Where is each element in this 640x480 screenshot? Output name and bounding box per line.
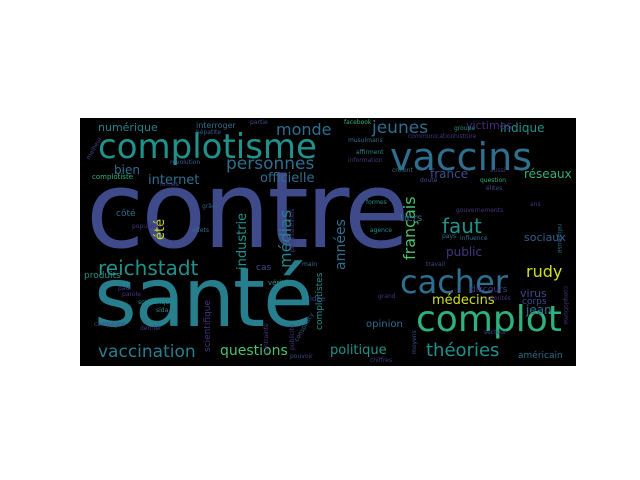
word-communication: communication [408, 133, 455, 140]
word-public: public [446, 245, 483, 259]
word-main: main [302, 261, 317, 268]
word-campagne: campagne [94, 321, 126, 328]
word-cacher: cacher [400, 263, 508, 301]
word-cas: cas [256, 263, 272, 273]
word-theories: théories [426, 340, 500, 361]
word-virus: virus [520, 287, 547, 300]
word-vaccination: vaccination [98, 342, 196, 362]
word-population: population [132, 223, 164, 230]
word-groupe: groupe [454, 125, 476, 132]
word-contre: contre [86, 149, 409, 272]
word-revolution: révolution [170, 159, 201, 166]
word-religieuse: religieuse [556, 224, 563, 254]
word-gouvernements: gouvernements [456, 207, 504, 214]
word-jean: jean [526, 303, 552, 317]
word-discours: discours [470, 285, 508, 295]
word-effets: effets [192, 227, 209, 234]
word-sociaux: sociaux [524, 231, 566, 244]
word-moyens: moyens [411, 330, 418, 354]
word-officielle: officielle [260, 171, 315, 186]
word-hepatite: hépatite [196, 129, 222, 136]
word-reseaux: réseaux [524, 167, 572, 181]
word-idee: idée [310, 295, 326, 303]
word-ans: ans [530, 201, 541, 208]
word-firmes: firmes [160, 181, 179, 188]
word-facebook: facebook [344, 119, 372, 126]
word-aussi: aussi [490, 167, 506, 174]
word-travail: travail [426, 261, 446, 268]
word-influence: influence [460, 235, 488, 242]
word-interroger: interroger [196, 121, 236, 130]
word-contrainte: contrainte [263, 323, 270, 354]
word-reichstadt: reichstadt [98, 256, 199, 280]
word-cloud: contre santé complotisme vaccins complot… [80, 118, 576, 366]
word-personnes: personnes [226, 154, 315, 174]
word-rudy: rudy [526, 262, 563, 281]
word-corps: corps [522, 297, 547, 307]
word-autorites: autorités [484, 295, 511, 302]
word-musulmans: musulmans [348, 137, 383, 144]
word-politique: politique [330, 343, 387, 358]
word-industrie: industrie [235, 212, 250, 270]
word-indique: indique [500, 121, 545, 135]
word-verite: vérité [268, 279, 289, 287]
word-grace: grâce [202, 203, 219, 210]
word-francais: français [400, 196, 419, 260]
word-elites: élites [486, 185, 503, 192]
word-pouvoir: pouvoir [290, 353, 313, 360]
word-complotisme: complotisme [98, 127, 317, 167]
word-jeunes: jeunes [372, 118, 429, 138]
word-victimes: victimes [466, 119, 513, 132]
word-questions: questions [220, 343, 288, 359]
word-publicite: publicité [289, 324, 296, 350]
word-dernier: dernier [140, 325, 162, 332]
word-scientifique: scientifique [203, 299, 213, 352]
word-opinion: opinion [366, 319, 403, 330]
word-partie: partie [250, 119, 268, 126]
word-sante: santé [94, 251, 314, 346]
word-parole: parole [122, 291, 141, 298]
word-complotiste: complotiste [92, 173, 134, 181]
word-information: information [348, 157, 383, 164]
word-france: france [430, 167, 469, 181]
word-professionnels: professionnels [289, 208, 296, 252]
word-chiffres: chiffres [370, 357, 393, 364]
word-faut: faut [442, 214, 482, 238]
word-affirment: affirment [356, 149, 384, 156]
word-monde: monde [276, 120, 332, 139]
word-scientifiques: scientifiques [138, 299, 176, 306]
word-americain: américain [518, 351, 563, 361]
word-medecins: médecins [432, 293, 495, 308]
word-croient: croient [392, 167, 413, 174]
word-complotisme-small: complotisme [562, 286, 569, 325]
word-vaccins: vaccins [390, 135, 532, 179]
word-bien: bien [114, 163, 140, 177]
word-sida: sida [156, 307, 169, 314]
word-paul: paul [118, 285, 131, 292]
word-cote: côté [116, 209, 136, 219]
word-tiers: tiers [400, 213, 423, 224]
word-internet: internet [148, 173, 200, 188]
word-histoire: histoire [454, 133, 477, 140]
word-agence: agence [370, 227, 392, 234]
word-grand: grand [378, 293, 396, 300]
word-pays: pays [442, 233, 457, 240]
word-numerique: numérique [98, 121, 158, 134]
word-secteur: secteur [484, 329, 507, 336]
word-produits: produits [84, 271, 121, 281]
word-annees: années [333, 219, 349, 270]
word-doute: doute [420, 177, 438, 184]
word-question: question [480, 177, 506, 184]
word-complot: complot [416, 299, 562, 340]
word-formes: formes [366, 199, 387, 206]
